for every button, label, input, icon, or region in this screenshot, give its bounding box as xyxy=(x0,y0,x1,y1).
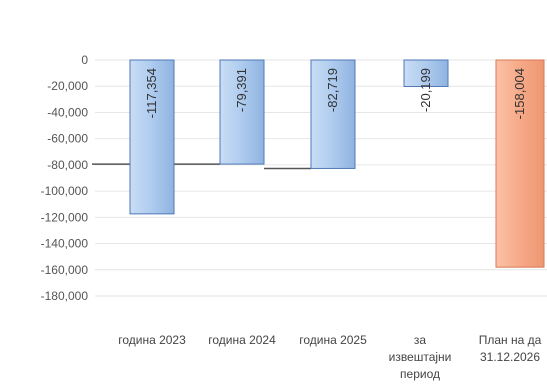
x-category-label: период xyxy=(400,367,440,381)
y-tick-label: 0 xyxy=(81,53,88,67)
bar xyxy=(129,59,175,215)
y-tick-label: -100,000 xyxy=(41,184,89,198)
x-category-label: година 2024 xyxy=(208,333,276,347)
y-tick-label: -120,000 xyxy=(41,210,89,224)
x-category-label: извештајни xyxy=(389,350,452,364)
x-category-label: година 2023 xyxy=(118,333,186,347)
connector-lines xyxy=(92,163,311,170)
x-category-label: 31.12.2026 xyxy=(480,350,540,364)
x-category-label: План на да xyxy=(479,333,542,347)
y-tick-label: -80,000 xyxy=(47,158,88,172)
data-label: -158,004 xyxy=(512,68,527,119)
x-category-label: година 2025 xyxy=(299,333,367,347)
y-axis-tick-labels: 0 -20,000 -40,000 -60,000 -80,000 -100,000 -12… xyxy=(41,53,89,303)
bars xyxy=(129,59,545,268)
bar xyxy=(310,59,356,169)
y-tick-label: -180,000 xyxy=(41,289,89,303)
y-tick-label: -140,000 xyxy=(41,237,89,251)
y-tick-label: -160,000 xyxy=(41,263,89,277)
bar xyxy=(219,59,265,165)
y-tick-label: -60,000 xyxy=(47,132,88,146)
y-tick-label: -20,000 xyxy=(47,79,88,93)
x-category-label: за xyxy=(414,333,427,347)
data-label: -82,719 xyxy=(325,68,340,112)
data-labels: -117,354 -79,391 -82,719 -20,199 -158,004 xyxy=(144,68,527,119)
data-label: -117,354 xyxy=(144,68,159,118)
x-axis-category-labels: година 2023 година 2024 година 2025 за извеш… xyxy=(118,333,541,381)
data-label: -20,199 xyxy=(418,68,433,112)
bar xyxy=(403,59,449,87)
data-label: -79,391 xyxy=(234,68,249,112)
bar xyxy=(495,59,545,268)
y-tick-label: -40,000 xyxy=(47,105,88,119)
